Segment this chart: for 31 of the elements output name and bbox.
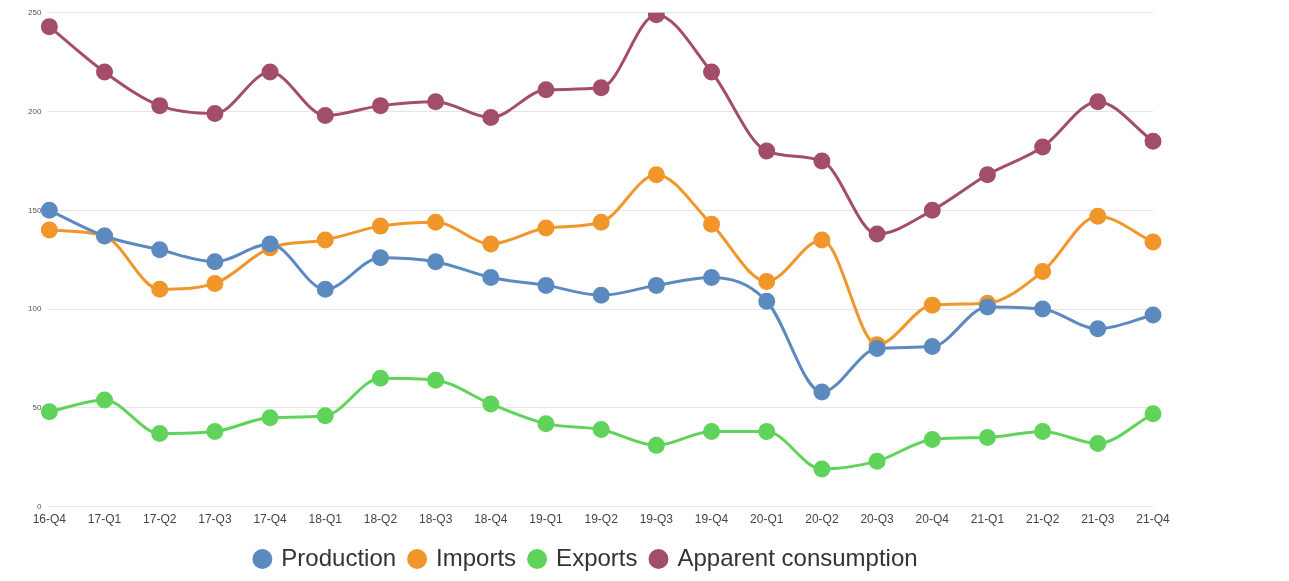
x-tick-label: 17-Q2 [143,512,177,527]
legend-label: Exports [556,543,638,571]
x-tick-label: 21-Q3 [1081,512,1115,527]
x-tick-label: 19-Q4 [694,512,729,527]
x-tick-label: 18-Q1 [308,512,343,527]
x-tick-label: 19-Q1 [529,512,563,527]
x-tick-label: 20-Q4 [915,512,950,527]
x-tick-label: 16-Q4 [32,512,67,527]
x-tick-label: 19-Q2 [584,512,619,527]
x-tick-label: 17-Q3 [198,512,232,527]
y-tick-label: 250 [27,8,42,17]
x-tick-label: 21-Q2 [1025,512,1060,527]
x-tick-label: 18-Q2 [363,512,398,527]
x-tick-label: 17-Q1 [87,512,122,527]
x-tick-label: 21-Q4 [1136,512,1170,527]
y-tick-label: 50 [32,403,42,413]
y-tick-label: 150 [27,205,42,215]
x-tick-label: 20-Q3 [860,512,895,527]
y-tick-label: 100 [27,304,42,314]
x-tick-label: 19-Q3 [639,512,674,527]
x-tick-label: 18-Q3 [418,512,453,527]
legend-label: Production [281,543,397,571]
x-tick-label: 17-Q4 [253,512,288,527]
legend-label: Apparent consumption [677,543,918,571]
x-tick-label: 18-Q4 [474,512,508,527]
y-tick-label: 200 [27,106,42,116]
y-tick-label: 0 [36,501,42,511]
x-tick-label: 20-Q2 [805,512,839,527]
x-tick-label: 20-Q1 [750,512,784,527]
legend-label: Imports [436,543,517,571]
x-tick-label: 21-Q1 [970,512,1005,527]
